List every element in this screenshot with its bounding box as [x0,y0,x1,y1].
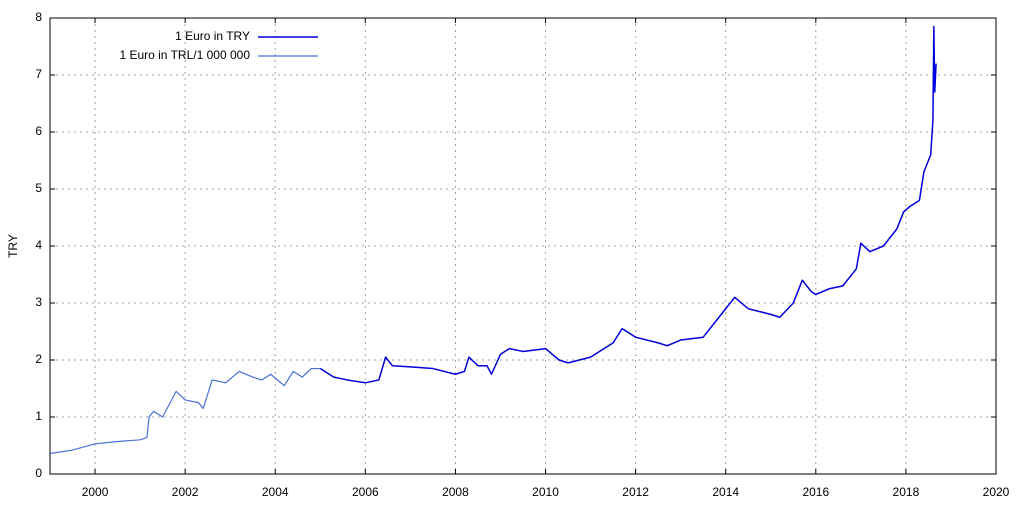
x-tick-label: 2010 [532,485,559,499]
y-tick-label: 4 [35,238,42,252]
y-tick-label: 2 [35,352,42,366]
x-tick-label: 2016 [802,485,829,499]
plot-frame [49,17,997,475]
legend-label: 1 Euro in TRY [175,29,250,43]
data-line [319,25,937,384]
x-tick-label: 2020 [983,485,1010,499]
y-tick-label: 1 [35,409,42,423]
y-axis-label: TRY [6,234,20,258]
y-tick-label: 5 [35,181,42,195]
x-tick-label: 2004 [262,485,289,499]
x-tick-label: 2018 [893,485,920,499]
x-tick-label: 2014 [712,485,739,499]
y-tick-label: 0 [35,466,42,480]
x-tick-label: 2002 [172,485,199,499]
y-tick-label: 6 [35,124,42,138]
x-tick-label: 2008 [442,485,469,499]
legend-label: 1 Euro in TRL/1 000 000 [119,48,250,62]
y-tick-label: 8 [35,10,42,24]
y-tick-label: 7 [35,67,42,81]
x-tick-label: 2006 [352,485,379,499]
y-tick-label: 3 [35,295,42,309]
x-tick-label: 2012 [622,485,649,499]
x-tick-label: 2000 [82,485,109,499]
data-line [49,367,321,455]
